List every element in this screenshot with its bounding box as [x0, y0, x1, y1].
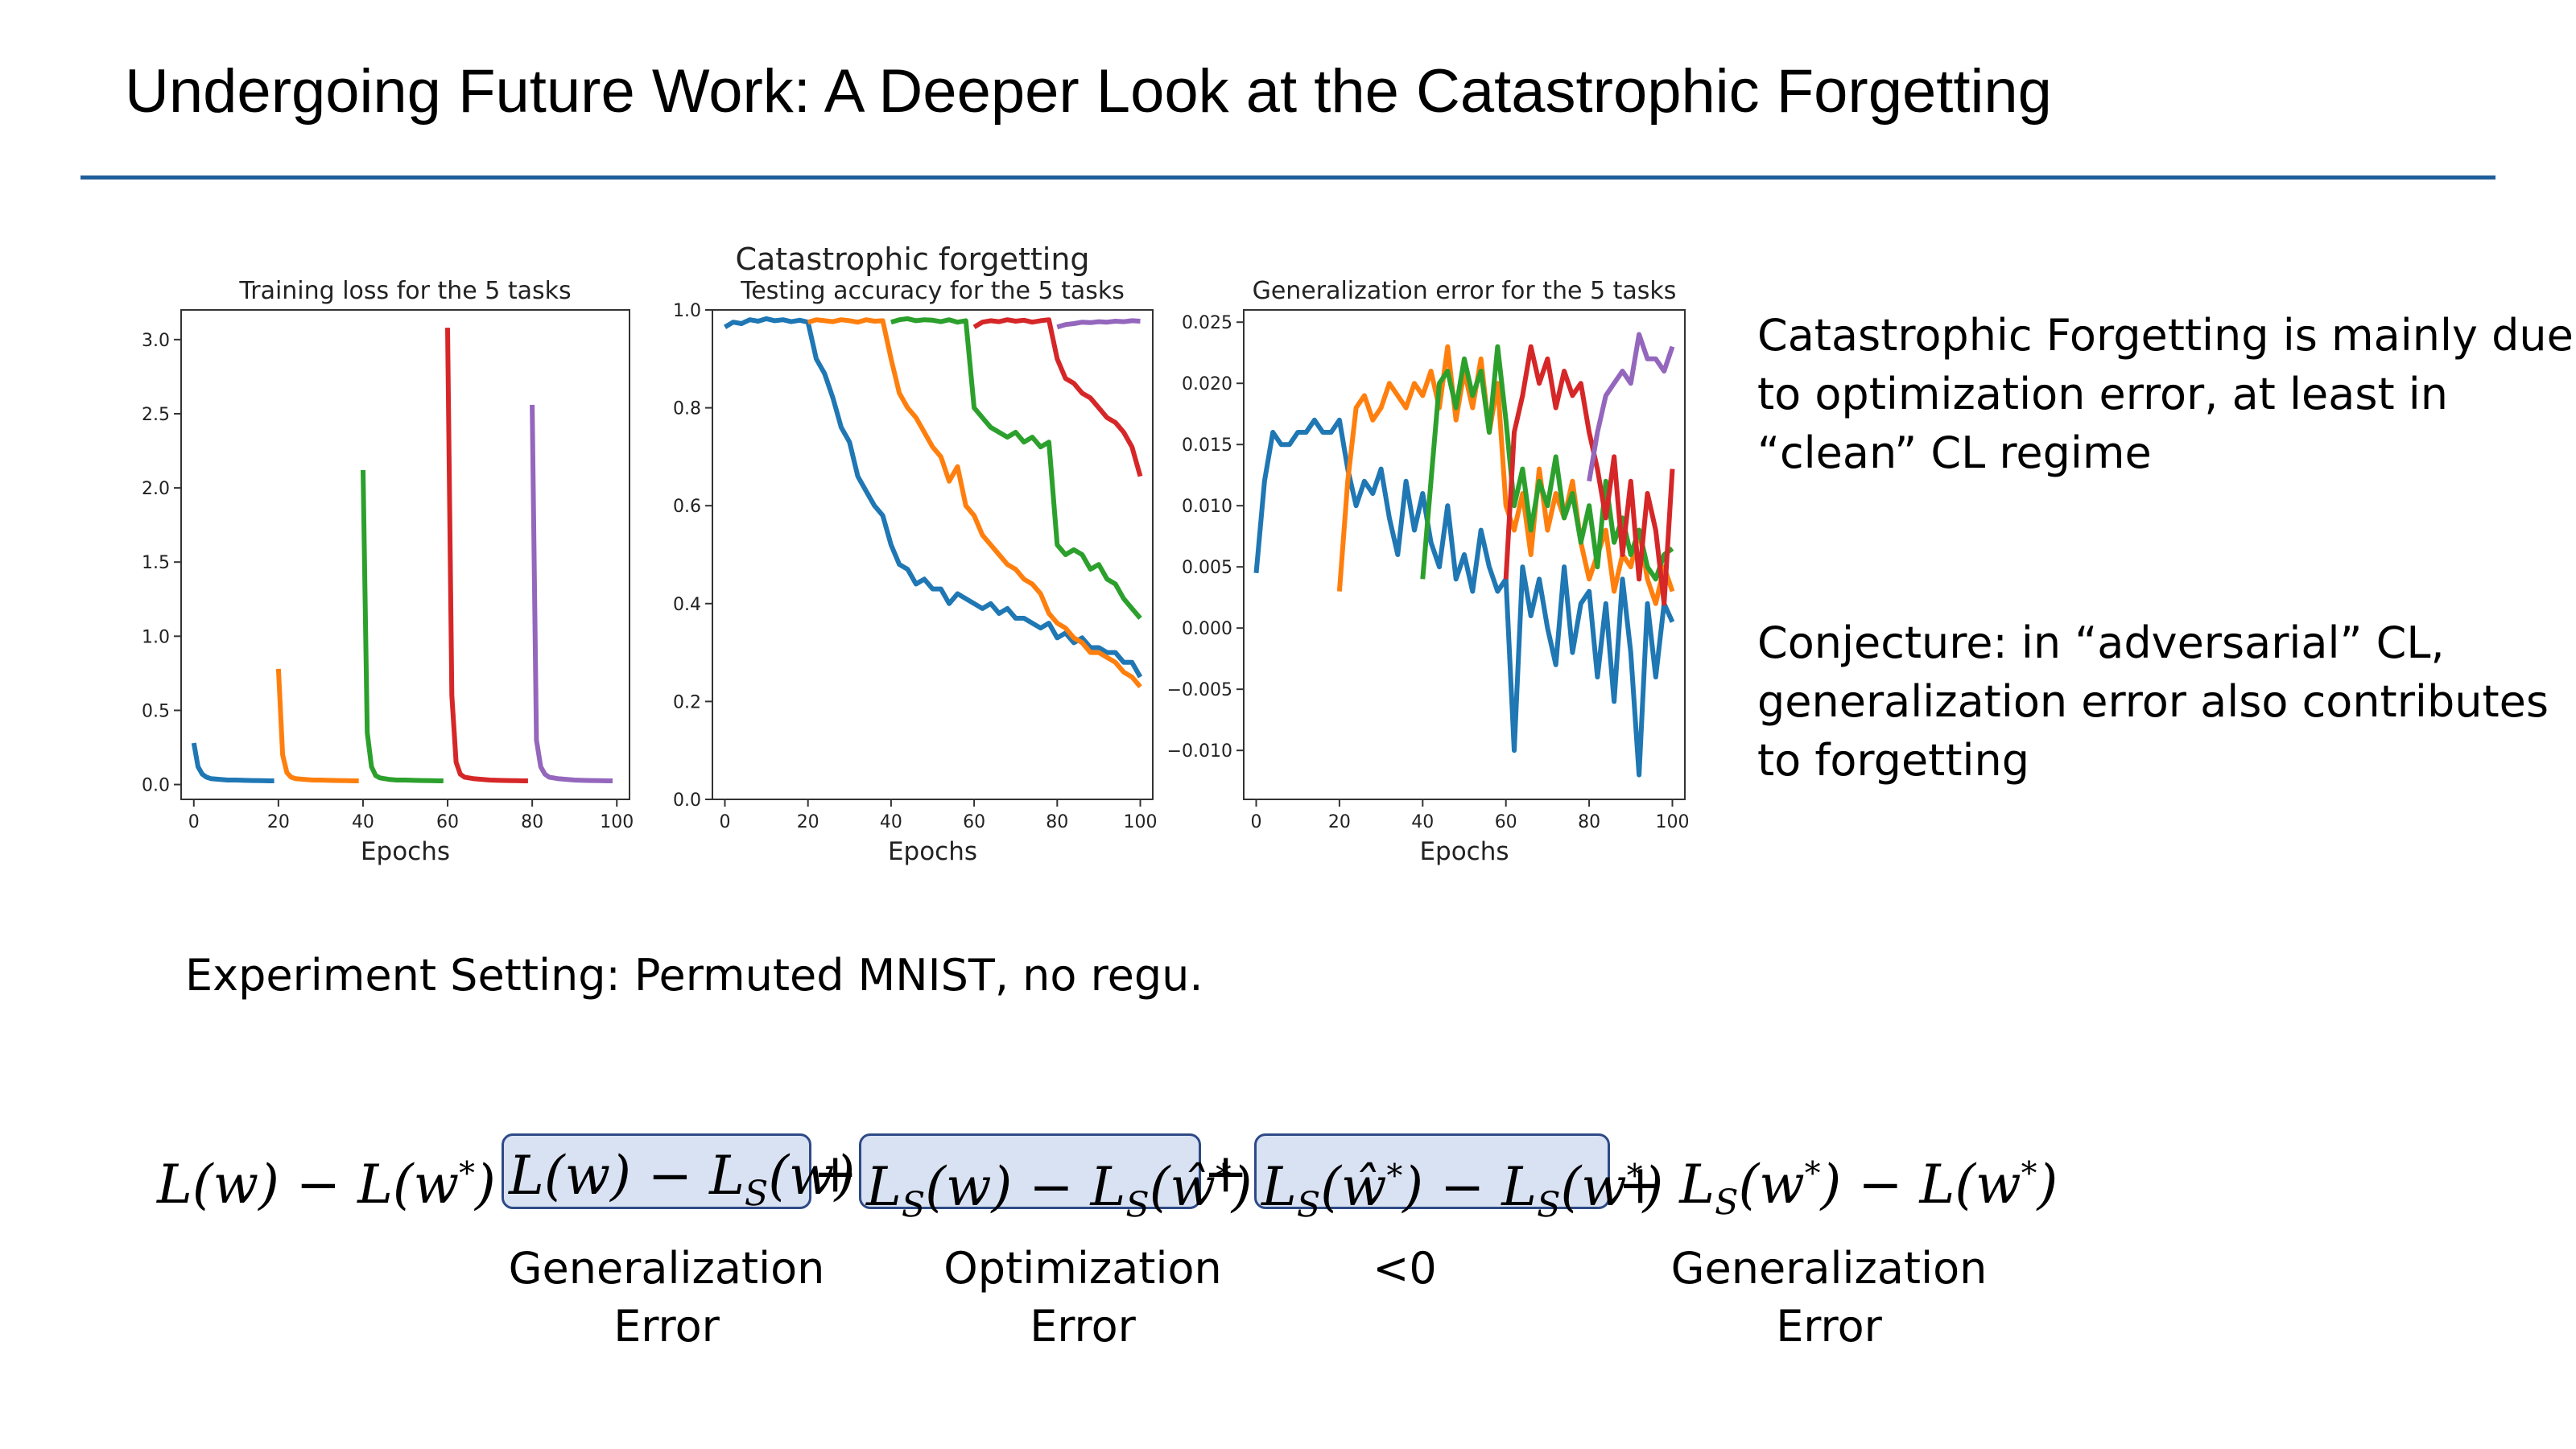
- label-line: Optimization: [943, 1243, 1222, 1294]
- x-tick-label: 80: [1578, 812, 1600, 832]
- series-line-task-1: [723, 316, 1143, 679]
- side-line: Catastrophic Forgetting is mainly due: [1757, 310, 2574, 361]
- x-tick-label: 100: [1124, 812, 1158, 832]
- y-tick-label: 0.8: [673, 399, 701, 419]
- y-tick-label: 0.020: [1182, 374, 1232, 394]
- y-tick-label: 0.0: [673, 791, 701, 811]
- chart-title: Generalization error for the 5 tasks: [1253, 277, 1677, 305]
- y-tick-label: 0.015: [1182, 436, 1232, 456]
- slide-title: Undergoing Future Work: A Deeper Look at…: [125, 57, 2052, 126]
- chart-suptitle: Catastrophic forgetting: [735, 242, 1089, 277]
- x-tick-label: 0: [1251, 812, 1262, 832]
- label-negative: <0: [1244, 1240, 1566, 1298]
- series-line-task-4: [1503, 344, 1675, 606]
- series-line-task-4: [445, 328, 528, 783]
- x-axis-label: Epochs: [361, 837, 450, 866]
- side-line: generalization error also contributes: [1757, 676, 2549, 727]
- equation-plus: +: [813, 1142, 858, 1204]
- x-tick-label: 40: [352, 812, 374, 832]
- series-line-task-4: [972, 317, 1143, 477]
- series-line-task-3: [890, 316, 1142, 620]
- y-tick-label: 2.0: [142, 479, 170, 499]
- series-line-task-1: [1253, 417, 1675, 778]
- chart-title: Training loss for the 5 tasks: [238, 277, 571, 305]
- side-line: to forgetting: [1757, 735, 2030, 786]
- series-line-task-2: [275, 668, 359, 783]
- x-tick-label: 80: [521, 812, 543, 832]
- y-tick-label: 1.0: [142, 627, 170, 647]
- series-line-task-3: [361, 469, 444, 783]
- title-divider: [80, 175, 2496, 180]
- side-note-1: Catastrophic Forgetting is mainly due to…: [1757, 306, 2574, 482]
- equation-lhs: L(w) − L(w*) =: [157, 1154, 557, 1216]
- label-line: Generalization: [508, 1243, 825, 1294]
- experiment-setting: Experiment Setting: Permuted MNIST, no r…: [185, 950, 1203, 1001]
- x-tick-label: 40: [880, 812, 902, 832]
- label-line: Error: [1776, 1301, 1882, 1352]
- series-line-task-2: [1336, 344, 1675, 606]
- plot-frame: [180, 309, 630, 800]
- y-tick-label: 3.0: [142, 331, 170, 351]
- label-line: Error: [613, 1301, 720, 1352]
- label-line: <0: [1373, 1243, 1437, 1294]
- equation-term-optimization: LS(w) − LS(ŵ*): [859, 1133, 1253, 1225]
- side-line: Conjecture: in “adversarial” CL,: [1757, 617, 2445, 668]
- x-tick-label: 20: [1328, 812, 1351, 832]
- y-tick-label: 0.0: [142, 776, 170, 796]
- x-tick-label: 0: [188, 812, 200, 832]
- equation-term-generalization: L(w) − LS(w): [502, 1133, 855, 1214]
- plot-frame: [1243, 309, 1686, 800]
- equation-plus: +: [1203, 1142, 1249, 1204]
- label-line: Error: [1030, 1301, 1136, 1352]
- equation-term-negative: LS(ŵ*) − LS(w*): [1254, 1133, 1663, 1225]
- series-line-task-3: [1420, 344, 1674, 582]
- x-tick-label: 20: [267, 812, 290, 832]
- x-tick-label: 60: [436, 812, 459, 832]
- series-line-task-2: [807, 317, 1142, 689]
- side-note-2: Conjecture: in “adversarial” CL, general…: [1757, 613, 2549, 790]
- label-generalization-error-2: Generalization Error: [1668, 1240, 1990, 1356]
- series-line-task-1: [191, 742, 275, 783]
- side-line: “clean” CL regime: [1757, 427, 2152, 478]
- x-tick-label: 80: [1046, 812, 1068, 832]
- label-optimization-error: Optimization Error: [922, 1240, 1244, 1356]
- y-tick-label: 0.025: [1182, 313, 1232, 333]
- x-tick-label: 100: [600, 812, 634, 832]
- x-tick-label: 40: [1411, 812, 1434, 832]
- y-tick-label: 1.0: [673, 301, 701, 321]
- series-line-task-5: [1587, 332, 1675, 482]
- series-line-task-5: [530, 404, 613, 783]
- series-line-task-5: [1056, 318, 1141, 330]
- label-line: Generalization: [1670, 1243, 1988, 1294]
- x-tick-label: 20: [797, 812, 819, 832]
- y-tick-label: 0.010: [1182, 497, 1232, 517]
- y-tick-label: 1.5: [142, 553, 170, 573]
- y-tick-label: 0.6: [673, 497, 701, 517]
- y-tick-label: 0.2: [673, 692, 701, 712]
- side-line: to optimization error, at least in: [1757, 369, 2449, 419]
- y-tick-label: 0.000: [1182, 619, 1232, 639]
- x-axis-label: Epochs: [888, 837, 977, 866]
- y-tick-label: −0.010: [1167, 741, 1232, 762]
- x-tick-label: 60: [1495, 812, 1517, 832]
- x-tick-label: 100: [1655, 812, 1689, 832]
- x-axis-label: Epochs: [1419, 837, 1509, 866]
- y-tick-label: 0.5: [142, 701, 170, 721]
- y-tick-label: 0.4: [673, 595, 701, 615]
- y-tick-label: 2.5: [142, 405, 170, 425]
- x-tick-label: 0: [719, 812, 730, 832]
- y-tick-label: 0.005: [1182, 558, 1232, 578]
- x-tick-label: 60: [963, 812, 985, 832]
- equation-term-last: + LS(w*) − L(w*): [1618, 1154, 2058, 1224]
- y-tick-label: −0.005: [1167, 680, 1232, 700]
- label-generalization-error: Generalization Error: [506, 1240, 828, 1356]
- chart-title: Testing accuracy for the 5 tasks: [740, 277, 1125, 305]
- plot-frame: [712, 309, 1154, 800]
